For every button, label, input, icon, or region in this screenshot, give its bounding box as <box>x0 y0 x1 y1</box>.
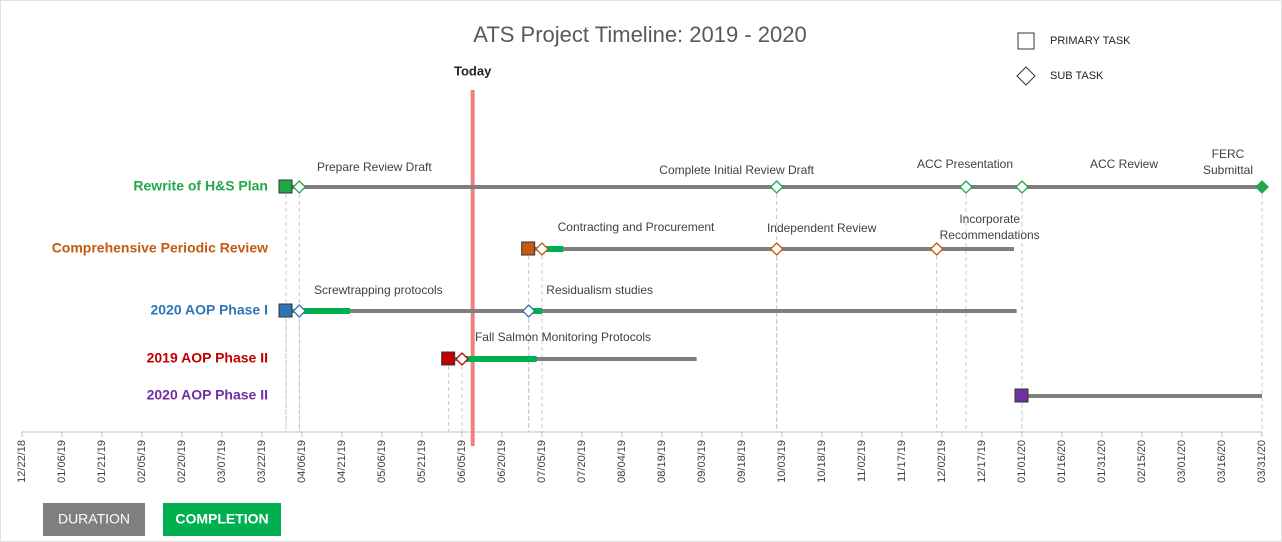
sub-task-label: Contracting and Procurement <box>558 220 715 234</box>
x-tick-label: 08/04/19 <box>616 440 628 483</box>
sub-task-label: ACC Presentation <box>917 157 1013 171</box>
sub-task-label: Independent Review <box>767 221 877 235</box>
legend-label: PRIMARY TASK <box>1050 35 1131 47</box>
x-tick-label: 03/22/19 <box>256 440 268 483</box>
x-tick-label: 06/20/19 <box>496 440 508 483</box>
primary-task <box>278 303 293 318</box>
legend-label: DURATION <box>58 511 130 527</box>
sub-task-label: Incorporate Recommendations <box>940 212 1040 242</box>
legend-label: SUB TASK <box>1050 70 1104 82</box>
primary-task <box>521 241 536 256</box>
today-label: Today <box>454 63 492 78</box>
sub-task <box>769 180 784 194</box>
sub-task-label: Complete Initial Review Draft <box>659 163 814 177</box>
sub-task <box>292 304 307 318</box>
sub-task-label: Prepare Review Draft <box>317 160 432 174</box>
sub-task <box>455 352 469 366</box>
legend-swatch <box>43 503 145 536</box>
x-tick-label: 01/31/20 <box>1096 440 1108 483</box>
sub-task <box>769 242 784 256</box>
x-tick-label: 10/18/19 <box>816 440 828 483</box>
x-tick-label: 07/20/19 <box>576 440 588 483</box>
x-tick-label: 01/01/20 <box>1016 440 1028 483</box>
x-tick-label: 06/05/19 <box>456 440 468 483</box>
x-tick-label: 05/21/19 <box>416 440 428 483</box>
task-label: 2020 AOP Phase I <box>150 302 268 318</box>
legend-swatch <box>163 503 281 536</box>
sub-task <box>292 180 307 194</box>
sub-task-label: ACC Review <box>1090 157 1158 171</box>
sub-task <box>1255 180 1269 194</box>
legend-symbol <box>1017 32 1035 50</box>
sub-task <box>535 242 549 256</box>
x-tick-label: 09/18/19 <box>736 440 748 483</box>
x-tick-label: 07/05/19 <box>536 440 548 483</box>
x-tick-label: 11/17/19 <box>896 440 908 482</box>
x-tick-label: 01/21/19 <box>96 440 108 483</box>
x-tick-label: 10/03/19 <box>776 440 788 483</box>
chart-title: ATS Project Timeline: 2019 - 2020 <box>473 22 806 47</box>
x-tick-label: 03/01/20 <box>1176 440 1188 483</box>
x-tick-label: 04/06/19 <box>296 440 308 483</box>
x-tick-label: 05/06/19 <box>376 440 388 483</box>
x-tick-label: 12/22/18 <box>16 440 28 483</box>
x-tick-label: 01/16/20 <box>1056 440 1068 483</box>
x-tick-label: 03/07/19 <box>216 440 228 483</box>
sub-task <box>929 242 944 256</box>
x-tick-label: 01/06/19 <box>56 440 68 483</box>
x-tick-label: 02/20/19 <box>176 440 188 483</box>
x-tick-label: 03/31/20 <box>1256 440 1268 483</box>
task-label: Comprehensive Periodic Review <box>52 240 268 256</box>
x-tick-label: 09/03/19 <box>696 440 708 483</box>
task-label: Rewrite of H&S Plan <box>133 178 268 194</box>
legend-symbol <box>1016 66 1036 86</box>
x-tick-label: 11/02/19 <box>856 440 868 482</box>
sub-task <box>959 180 973 194</box>
x-tick-label: 03/16/20 <box>1216 440 1228 483</box>
x-tick-label: 04/21/19 <box>336 440 348 483</box>
primary-task <box>441 351 456 366</box>
sub-task-label: Residualism studies <box>546 283 653 297</box>
primary-task <box>1014 388 1029 403</box>
sub-task-label: Screwtrapping protocols <box>314 283 443 297</box>
x-tick-label: 12/17/19 <box>976 440 988 483</box>
sub-task-label: Fall Salmon Monitoring Protocols <box>475 330 651 344</box>
x-tick-label: 02/05/19 <box>136 440 148 483</box>
primary-task <box>278 179 293 194</box>
task-label: 2019 AOP Phase II <box>147 350 268 366</box>
x-tick-label: 08/19/19 <box>656 440 668 483</box>
task-label: 2020 AOP Phase II <box>147 387 268 403</box>
x-tick-label: 12/02/19 <box>936 440 948 483</box>
sub-task <box>521 304 536 318</box>
legend-label: COMPLETION <box>175 511 268 527</box>
sub-task <box>1015 180 1029 194</box>
sub-task-label: FERC Submittal <box>1203 147 1253 177</box>
x-tick-label: 02/15/20 <box>1136 440 1148 483</box>
